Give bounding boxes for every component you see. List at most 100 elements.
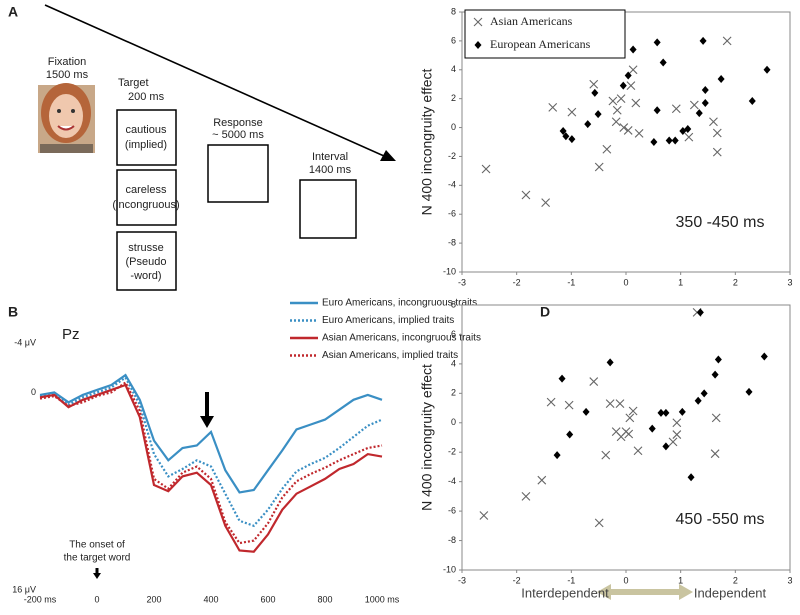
face — [38, 83, 95, 153]
marker-stroke — [564, 400, 574, 410]
marker-stroke — [567, 107, 577, 117]
marker-stroke — [631, 98, 641, 108]
x-tick-label: 1 — [678, 575, 683, 585]
point — [548, 102, 558, 112]
x-tick-label: -200 ms — [24, 594, 57, 604]
point — [541, 198, 551, 208]
line — [39, 375, 383, 528]
marker-stroke — [612, 105, 622, 115]
marker-stroke — [589, 377, 599, 386]
arrow-head — [380, 150, 396, 161]
point — [650, 138, 658, 146]
x-tick-label: 0 — [623, 277, 628, 287]
y-tick-label: -4 μV — [14, 337, 36, 347]
legend-swatch — [474, 41, 482, 49]
point — [567, 107, 577, 117]
point — [521, 190, 531, 200]
plot-frame — [461, 304, 791, 571]
point — [712, 128, 722, 138]
y-tick-label: -4 — [448, 180, 456, 190]
point — [564, 400, 574, 410]
label: Response — [213, 117, 263, 129]
y-tick-label: 6 — [451, 329, 456, 339]
time-arrow — [44, 4, 385, 157]
x-tick-label: 3 — [787, 575, 792, 585]
point — [537, 475, 547, 485]
x-tick-label: 2 — [733, 277, 738, 287]
marker-stroke — [671, 104, 681, 114]
point — [481, 164, 491, 174]
marker-stroke — [589, 79, 599, 89]
label: (incongruous) — [112, 199, 179, 211]
annotation: the target word — [64, 553, 131, 564]
y-tick-label: 2 — [451, 388, 456, 398]
arrow-head — [679, 584, 693, 600]
panel-label: A — [8, 4, 18, 20]
point — [662, 442, 670, 451]
y-tick-label: -4 — [448, 476, 456, 486]
label: -word) — [130, 270, 161, 282]
marker-stroke — [711, 413, 721, 423]
line — [39, 380, 383, 545]
point — [684, 125, 692, 133]
point — [701, 86, 709, 94]
point — [631, 98, 641, 108]
marker-stroke — [546, 397, 556, 407]
x-tick-label: -1 — [567, 575, 575, 585]
x-tick-label: 1000 ms — [365, 594, 400, 604]
point — [594, 518, 604, 528]
label: strusse — [128, 242, 163, 254]
label: 1400 ms — [309, 164, 352, 176]
label: Target — [118, 77, 149, 89]
label: ~ 5000 ms — [212, 129, 264, 141]
label: careless — [126, 184, 167, 196]
marker-stroke — [601, 450, 611, 460]
legend-label: Euro Americans, implied traits — [322, 315, 454, 326]
point — [712, 147, 722, 157]
point — [628, 406, 638, 416]
line — [39, 373, 383, 494]
marker-stroke — [602, 144, 612, 154]
point — [479, 511, 489, 520]
point — [611, 117, 621, 127]
arrow-head — [597, 584, 611, 600]
point — [678, 407, 686, 416]
marker-stroke — [611, 117, 621, 127]
point — [625, 413, 635, 423]
point — [662, 408, 670, 417]
marker-stroke — [634, 128, 644, 138]
line — [39, 383, 383, 553]
y-tick-label: 0 — [451, 417, 456, 427]
point — [615, 399, 625, 409]
marker-stroke — [722, 36, 732, 46]
marker-stroke — [626, 81, 636, 91]
y-tick-label: -10 — [443, 564, 456, 574]
marker-stroke — [473, 17, 483, 27]
point — [657, 408, 665, 417]
point — [763, 65, 771, 74]
point — [699, 36, 707, 45]
panel-label: B — [8, 304, 18, 320]
marker-stroke — [684, 132, 694, 142]
label: Interval — [312, 151, 348, 163]
point — [624, 71, 632, 80]
point — [582, 407, 590, 416]
x-tick-label: 800 — [317, 594, 332, 604]
label: (Pseudo — [126, 256, 167, 268]
point — [606, 358, 614, 367]
point — [594, 162, 604, 172]
point — [671, 104, 681, 114]
y-tick-label: -2 — [448, 151, 456, 161]
box — [299, 179, 357, 239]
y-axis-label: N 400 incongruity effect — [419, 364, 435, 511]
point — [634, 128, 644, 138]
point — [616, 94, 626, 104]
marker-stroke — [481, 164, 491, 174]
marker-stroke — [594, 518, 604, 528]
point — [745, 387, 753, 396]
chart-title: Pz — [62, 326, 80, 343]
marker-stroke — [594, 162, 604, 172]
point — [608, 96, 618, 106]
marker-stroke — [521, 190, 531, 200]
